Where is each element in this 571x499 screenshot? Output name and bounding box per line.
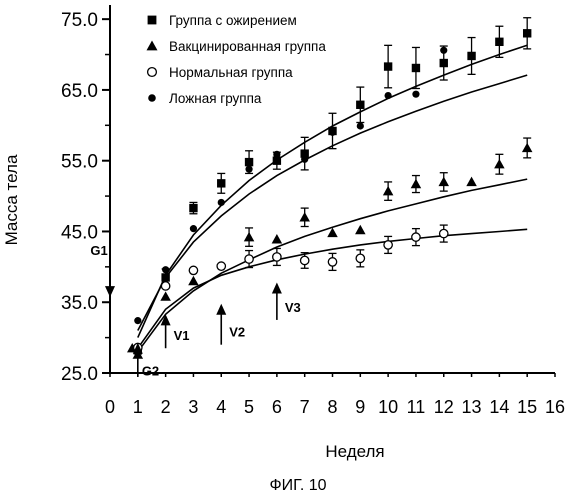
x-tick-label: 4	[216, 397, 226, 417]
y-tick-label: 25.0	[61, 364, 98, 385]
data-point-circle-open	[412, 233, 420, 241]
legend-label: Ложная группа	[169, 91, 262, 106]
data-point-circle-filled	[190, 225, 197, 232]
x-tick-label: 16	[545, 397, 565, 417]
data-point-square	[356, 101, 364, 109]
data-point-square	[495, 38, 503, 46]
data-point-circle-filled	[301, 156, 308, 163]
data-point-circle-filled	[148, 94, 156, 102]
annotation-label: V3	[285, 300, 301, 315]
x-axis-label: Неделя	[325, 442, 384, 461]
y-tick-label: 75.0	[61, 10, 98, 31]
data-point-triangle	[494, 159, 505, 168]
data-point-triangle	[160, 291, 171, 300]
data-point-square	[384, 62, 392, 70]
x-tick-label: 8	[327, 397, 337, 417]
data-point-triangle	[188, 276, 199, 285]
data-point-triangle	[147, 41, 158, 51]
x-tick-label: 2	[161, 397, 171, 417]
legend-label: Вакцинированная группа	[169, 39, 326, 54]
data-point-triangle	[299, 212, 310, 221]
data-point-triangle	[522, 143, 533, 152]
data-point-circle-filled	[385, 92, 392, 99]
y-tick-label: 65.0	[61, 81, 98, 102]
data-point-circle-filled	[357, 122, 364, 129]
data-point-circle-open	[161, 282, 169, 290]
data-point-triangle	[383, 186, 394, 195]
data-point-square	[189, 204, 197, 212]
data-point-square	[148, 16, 157, 25]
annotation-label: G1	[90, 243, 107, 258]
data-point-circle-open	[273, 253, 281, 261]
annotation-arrow-head	[272, 283, 282, 294]
annotation-arrow-head	[105, 286, 115, 297]
y-tick-label: 45.0	[61, 222, 98, 243]
data-point-circle-filled	[440, 47, 447, 54]
x-tick-label: 14	[489, 397, 509, 417]
x-tick-label: 7	[300, 397, 310, 417]
data-point-triangle	[411, 179, 422, 188]
data-point-circle-open	[148, 68, 157, 77]
legend-label: Группа с ожирением	[169, 13, 297, 28]
data-point-circle-open	[440, 229, 448, 237]
y-axis-label: Масса тела	[2, 154, 21, 245]
data-point-triangle	[355, 225, 366, 234]
annotations: G1 G2 V1 V2 V3	[90, 243, 300, 379]
data-point-triangle	[466, 177, 477, 186]
data-point-triangle	[244, 232, 255, 241]
data-point-circle-filled	[273, 151, 280, 158]
data-point-triangle	[439, 177, 450, 186]
data-point-square	[161, 273, 169, 281]
data-point-circle-open	[328, 258, 336, 266]
x-tick-label: 1	[133, 397, 143, 417]
annotation-label: V2	[229, 325, 245, 340]
y-tick-label: 55.0	[61, 152, 98, 173]
data-point-circle-filled	[134, 317, 141, 324]
data-point-circle-open	[356, 254, 364, 262]
annotation-label: G2	[142, 364, 159, 379]
data-point-circle-open	[217, 262, 225, 270]
annotation-arrow-head	[216, 304, 226, 315]
data-point-circle-open	[300, 256, 308, 264]
x-tick-label: 13	[462, 397, 482, 417]
x-tick-label: 12	[434, 397, 454, 417]
data-point-square	[467, 52, 475, 60]
x-tick-label: 10	[378, 397, 398, 417]
data-point-triangle	[272, 234, 283, 243]
x-tick-label: 15	[517, 397, 537, 417]
legend-label: Нормальная группа	[169, 65, 293, 80]
data-point-circle-filled	[218, 199, 225, 206]
data-point-square	[523, 29, 531, 37]
data-point-circle-filled	[245, 166, 252, 173]
figure-caption: ФИГ. 10	[269, 477, 326, 494]
x-tick-label: 11	[407, 397, 426, 417]
data-point-square	[245, 158, 253, 166]
legend: Группа с ожирением Вакцинированная группа…	[147, 13, 327, 106]
data-point-square	[440, 59, 448, 67]
x-tick-label: 5	[244, 397, 254, 417]
data-point-circle-filled	[412, 91, 419, 98]
data-point-circle-filled	[162, 266, 169, 273]
x-tick-label: 0	[105, 397, 115, 417]
data-point-circle-filled	[329, 129, 336, 136]
data-point-circle-open	[384, 241, 392, 249]
data-point-square	[217, 179, 225, 187]
x-tick-label: 9	[355, 397, 365, 417]
data-point-circle-open	[189, 266, 197, 274]
annotation-label: V1	[174, 328, 190, 343]
data-point-circle-open	[245, 255, 253, 263]
x-tick-label: 3	[188, 397, 198, 417]
data-point-square	[412, 64, 420, 72]
y-tick-label: 35.0	[61, 293, 98, 314]
x-tick-label: 6	[272, 397, 282, 417]
